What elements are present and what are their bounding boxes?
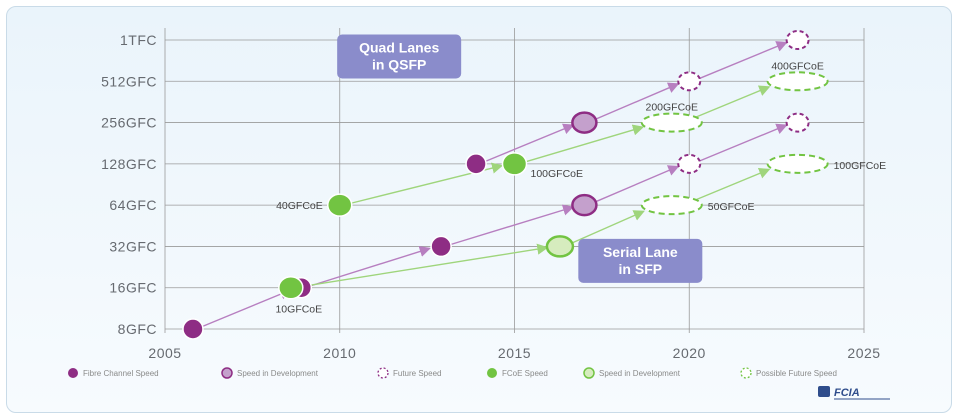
- annotation-text: Serial Lane: [603, 244, 678, 260]
- fcoe-point-future: [766, 153, 829, 174]
- y-tick-label: 64GFC: [109, 197, 157, 213]
- point-label: 50GFCoE: [708, 201, 755, 213]
- legend-swatch: [68, 368, 78, 378]
- fc-point-shipping: [430, 235, 452, 258]
- trend-arrow: [524, 124, 645, 163]
- x-tick-label: 2020: [673, 345, 706, 361]
- x-tick-label: 2025: [847, 345, 880, 361]
- series-arrows: [202, 41, 788, 328]
- y-tick-label: 512GFC: [101, 73, 157, 89]
- legend-label: Future Speed: [393, 369, 441, 378]
- fc-point-future: [785, 112, 810, 133]
- legend: Fibre Channel Speed Speed in Development F…: [68, 367, 837, 379]
- trend-arrow: [696, 168, 771, 201]
- grid-lines: [164, 28, 865, 333]
- trend-arrow: [485, 123, 575, 163]
- annotation-text: Quad Lanes: [359, 40, 439, 56]
- trend-arrow: [450, 204, 575, 246]
- fc-point-future: [677, 153, 702, 174]
- fcia-logo-text: FCIA: [834, 387, 860, 399]
- legend-swatch: [740, 367, 752, 379]
- annotation-banner: [578, 238, 703, 283]
- fc-point-development: [571, 193, 598, 217]
- trend-arrow: [301, 243, 549, 288]
- fc-point-development: [571, 111, 598, 134]
- trend-arrow: [698, 41, 788, 80]
- fcoe-point-shipping: [501, 152, 528, 176]
- legend-swatch: [583, 367, 595, 379]
- annotation-text: in SFP: [619, 261, 663, 277]
- y-tick-label: 32GFC: [109, 238, 157, 254]
- series-points: 10GFCoE25GFCoE50GFCoE100GFCoE40GFCoE100G…: [182, 30, 887, 340]
- fc-point-shipping: [182, 318, 204, 340]
- annotation-banner: [337, 34, 462, 79]
- trend-arrow: [593, 82, 680, 121]
- fcoe-point-future: [640, 112, 703, 133]
- trend-arrow: [698, 123, 788, 163]
- y-tick-label: 1TFC: [120, 32, 157, 48]
- y-tick-label: 16GFC: [109, 280, 157, 296]
- legend-swatch: [487, 368, 497, 378]
- point-label: 100GFCoE: [531, 168, 584, 180]
- fc-point-shipping: [465, 153, 487, 175]
- annotation-text: in QSFP: [372, 57, 426, 73]
- trend-arrow: [310, 246, 431, 287]
- y-tick-label: 8GFC: [118, 321, 157, 337]
- y-tick-label: 128GFC: [101, 156, 157, 172]
- fcoe-point-future: [640, 195, 703, 216]
- point-label: 40GFCoE: [276, 200, 323, 212]
- point-label: 10GFCoE: [275, 304, 322, 316]
- trend-arrow: [202, 288, 292, 328]
- legend-label: Speed in Development: [599, 369, 681, 378]
- trend-arrow: [593, 165, 680, 204]
- legend-swatch: [377, 367, 389, 379]
- fcoe-point-shipping: [327, 193, 353, 217]
- x-tick-label: 2015: [498, 345, 531, 361]
- fcoe-point-shipping: [278, 275, 304, 300]
- trend-arrow: [696, 85, 771, 118]
- point-label: 400GFCoE: [771, 60, 824, 72]
- fcia-logo: FCIA: [818, 386, 890, 400]
- point-label: 100GFCoE: [834, 160, 887, 172]
- legend-label: Possible Future Speed: [756, 369, 837, 378]
- point-label: 200GFCoE: [646, 102, 699, 114]
- fc-point-future: [785, 30, 810, 50]
- legend-label: Fibre Channel Speed: [83, 369, 159, 378]
- fcoe-point-development: [545, 235, 575, 258]
- x-tick-label: 2010: [323, 345, 356, 361]
- fc-point-future: [677, 71, 702, 92]
- fcoe-point-future: [766, 71, 829, 92]
- legend-label: FCoE Speed: [502, 369, 548, 378]
- legend-label: Speed in Development: [237, 369, 319, 378]
- trend-arrow: [569, 210, 645, 245]
- y-tick-label: 256GFC: [101, 115, 157, 131]
- x-tick-label: 2005: [148, 345, 181, 361]
- legend-swatch: [221, 367, 233, 379]
- axes: 8GFC 16GFC 32GFC 64GFC 128GFC 256GFC 512GFC 1TF…: [101, 32, 880, 361]
